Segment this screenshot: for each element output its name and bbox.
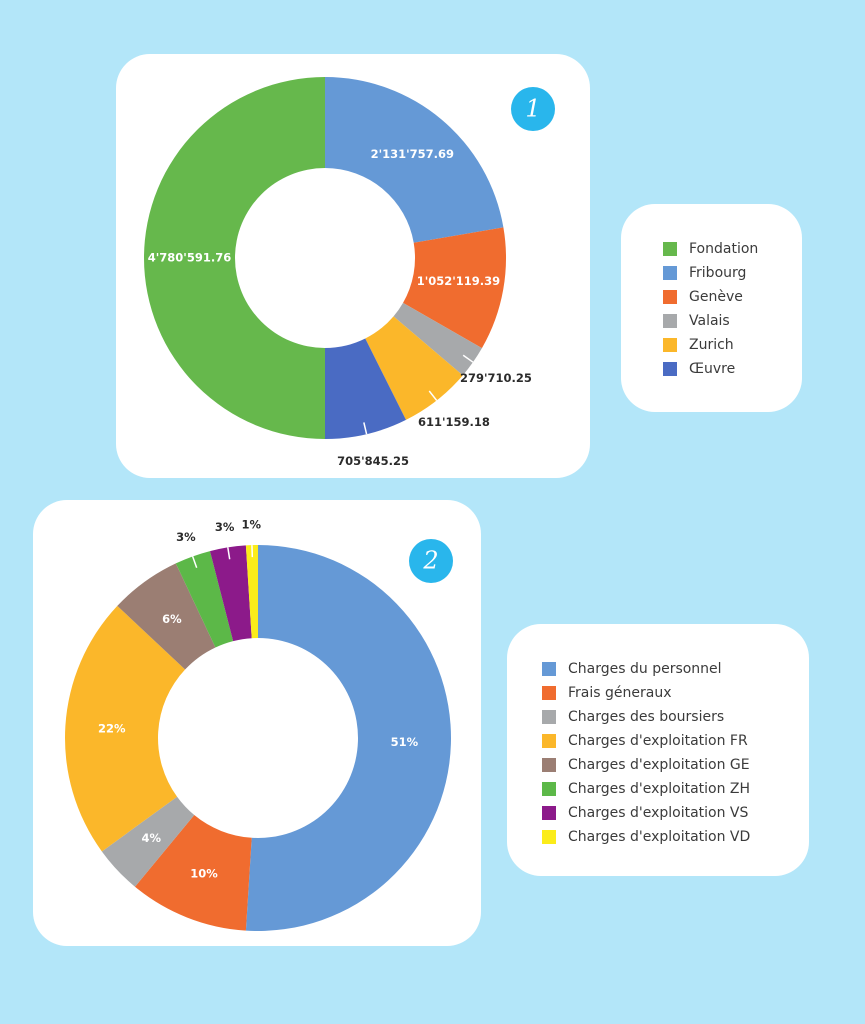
data-label-fribourg: 2'131'757.69 [371,147,454,161]
legend-swatch [542,710,556,724]
slice-charges-d-exploitation-fr [65,605,186,852]
legend-label: Fribourg [689,265,747,281]
slice-geneve [403,227,506,349]
legend-item-charges-d-exploitation-zh: Charges d'exploitation ZH [542,777,750,801]
legend-swatch [663,362,677,376]
legend-label: Frais géneraux [568,685,672,701]
legend-swatch [663,266,677,280]
leader-line-zurich [428,390,438,401]
slice-zurich [365,316,463,420]
legend-swatch [542,662,556,676]
legend-label: Charges d'exploitation ZH [568,781,751,797]
donut-chart-2: 51% 10% 4% 22% 6% 3% 3% 1% 2 [65,518,453,931]
data-label-charges-d-exploitation-vd: 1% [242,518,262,532]
slice-valais [393,302,482,376]
data-label-charges-du-personnel: 51% [391,735,419,749]
slice-charges-d-exploitation-vs [210,545,252,642]
slice-charges-d-exploitation-zh [175,551,234,648]
legend-swatch [663,314,677,328]
legend-label: Genève [689,289,743,305]
legend-item-fribourg: Fribourg [663,261,758,285]
legend-label: Charges des boursiers [568,709,725,725]
data-label-charges-des-boursiers: 4% [141,831,161,845]
leader-line-charges-d-exploitation-vs [227,547,231,560]
slice-charges-du-personnel [245,545,452,931]
data-label-charges-d-exploitation-ge: 6% [162,612,182,626]
slice-charges-d-exploitation-vd [245,545,258,639]
legend-swatch [663,338,677,352]
legend-card-1: Fondation Fribourg Genève Valais Zurich Œuvre [621,204,802,412]
badge-circle [511,87,555,131]
legend-item-fondation: Fondation [663,237,758,261]
data-label-fondation: 4'780'591.76 [148,251,231,265]
legend-swatch [663,242,677,256]
donut-chart-1: 2'131'757.69 1'052'119.39 279'710.25 611'15… [144,77,555,468]
leader-line-oeuvre [363,422,368,435]
legend-item-valais: Valais [663,309,758,333]
legend-label: Valais [689,313,730,329]
legend-swatch [542,686,556,700]
badge-circle [409,539,453,583]
data-label-valais: 279'710.25 [460,371,532,385]
legend-label: Œuvre [689,361,736,377]
data-label-charges-d-exploitation-fr: 22% [98,721,126,735]
legend-2: Charges du personnel Frais géneraux Charge… [542,657,750,849]
data-label-oeuvre: 705'845.25 [337,454,409,468]
slice-fribourg [325,77,504,243]
slice-charges-d-exploitation-ge [117,563,216,670]
legend-item-charges-des-boursiers: Charges des boursiers [542,705,750,729]
slice-fondation [144,77,325,439]
legend-item-charges-d-exploitation-vd: Charges d'exploitation VD [542,825,750,849]
chart-card-1: 2'131'757.69 1'052'119.39 279'710.25 611'15… [116,54,590,478]
leader-line-charges-d-exploitation-zh [191,556,198,568]
legend-item-geneve: Genève [663,285,758,309]
data-label-frais-generaux: 10% [190,867,218,881]
legend-swatch [663,290,677,304]
legend-item-zurich: Zurich [663,333,758,357]
legend-label: Fondation [689,241,759,257]
legend-swatch [542,734,556,748]
slice-charges-des-boursiers [101,796,195,887]
data-label-charges-d-exploitation-zh: 3% [176,530,196,544]
badge-number: 2 [422,547,438,575]
legend-swatch [542,782,556,796]
legend-item-charges-du-personnel: Charges du personnel [542,657,750,681]
badge-number: 1 [525,95,540,123]
legend-item-charges-d-exploitation-ge: Charges d'exploitation GE [542,753,750,777]
legend-item-charges-d-exploitation-vs: Charges d'exploitation VS [542,801,750,825]
leader-line-valais [462,354,474,363]
data-label-zurich: 611'159.18 [418,415,490,429]
slice-oeuvre [325,338,406,439]
legend-label: Zurich [689,337,734,353]
legend-label: Charges du personnel [568,661,722,677]
legend-card-2: Charges du personnel Frais géneraux Charge… [507,624,809,876]
legend-1: Fondation Fribourg Genève Valais Zurich Œuvre [663,237,758,381]
legend-label: Charges d'exploitation GE [568,757,750,773]
slice-frais-generaux [134,815,252,931]
data-label-geneve: 1'052'119.39 [417,274,500,288]
legend-swatch [542,830,556,844]
legend-item-frais-generaux: Frais géneraux [542,681,750,705]
data-label-charges-d-exploitation-vs: 3% [215,520,235,534]
legend-swatch [542,806,556,820]
chart-card-2: 51% 10% 4% 22% 6% 3% 3% 1% 2 [33,500,481,946]
legend-label: Charges d'exploitation VS [568,805,749,821]
legend-item-charges-d-exploitation-fr: Charges d'exploitation FR [542,729,750,753]
legend-item-oeuvre: Œuvre [663,357,758,381]
legend-swatch [542,758,556,772]
legend-label: Charges d'exploitation VD [568,829,751,845]
legend-label: Charges d'exploitation FR [568,733,748,749]
